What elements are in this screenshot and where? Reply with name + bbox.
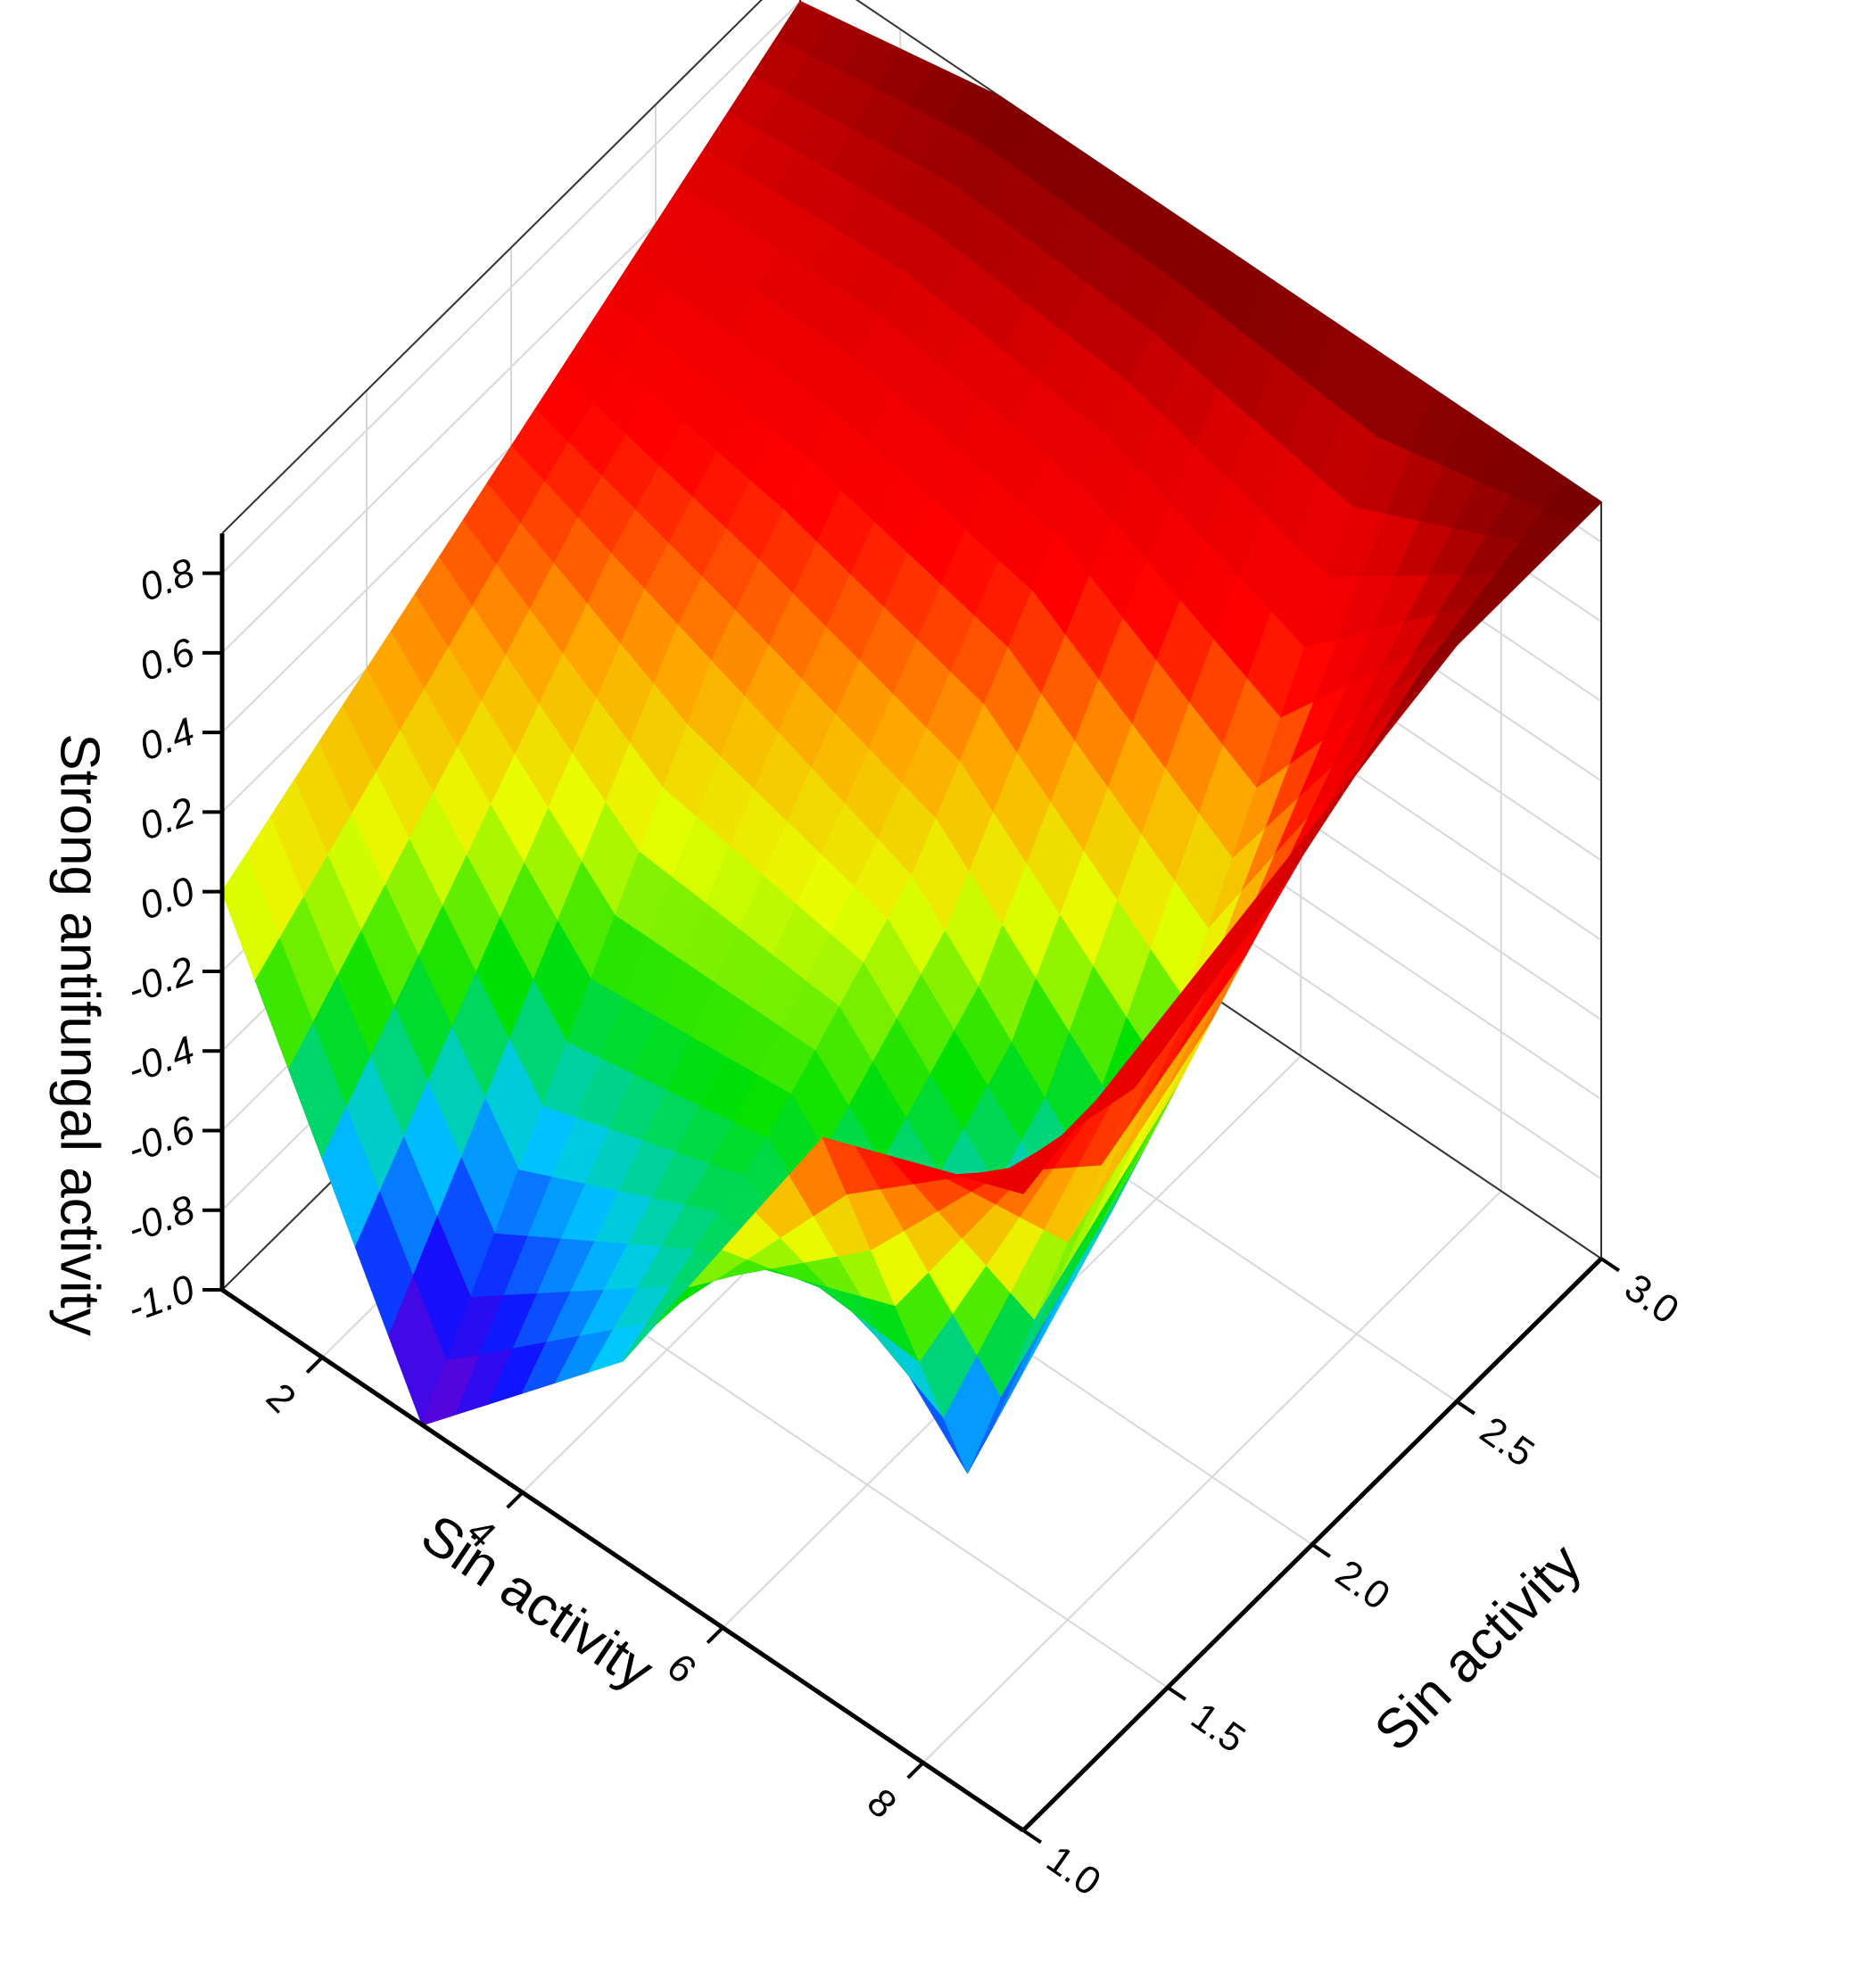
y-tick — [1021, 1829, 1043, 1845]
z-tick-label: 0.6 — [134, 630, 201, 690]
x-axis — [220, 1287, 1025, 1833]
grid-line — [922, 1190, 1502, 1763]
x-tick-label: 2 — [258, 1375, 304, 1422]
grid-line — [221, 0, 801, 574]
z-tick-label: 0.4 — [134, 709, 200, 769]
surface-patch — [988, 1161, 1048, 1194]
y-tick-label: 2.5 — [1472, 1408, 1541, 1475]
x-tick — [906, 1761, 925, 1780]
y-axis-label: Sin activity — [1363, 1532, 1593, 1763]
x-tick-label: 8 — [858, 1780, 905, 1827]
z-tick-label: 0.8 — [134, 550, 201, 610]
z-tick-label: -0.8 — [121, 1187, 201, 1251]
y-tick-label: 3.0 — [1616, 1266, 1686, 1333]
z-tick-label: 0.2 — [134, 789, 200, 849]
box-edge — [221, 0, 763, 534]
y-tick — [1166, 1686, 1187, 1701]
y-tick-label: 1.0 — [1038, 1837, 1108, 1904]
y-tick — [1455, 1400, 1476, 1416]
z-tick-label: 0.0 — [134, 869, 201, 929]
x-tick — [305, 1356, 324, 1375]
z-tick-label: -0.2 — [121, 948, 200, 1012]
x-axis-label: Sin activity — [410, 1503, 664, 1702]
y-tick-label: 1.5 — [1183, 1694, 1252, 1761]
y-tick-label: 2.0 — [1327, 1551, 1397, 1618]
x-tick — [706, 1626, 724, 1645]
z-axis-label: Strong antifungal activity — [49, 733, 111, 1336]
x-tick-label: 6 — [658, 1646, 705, 1692]
z-tick-label: -0.6 — [121, 1108, 201, 1172]
x-tick — [506, 1491, 525, 1509]
y-tick — [1599, 1257, 1621, 1273]
y-tick — [1310, 1542, 1332, 1558]
z-tick-label: -0.4 — [121, 1028, 200, 1092]
z-tick-label: -1.0 — [121, 1267, 201, 1331]
